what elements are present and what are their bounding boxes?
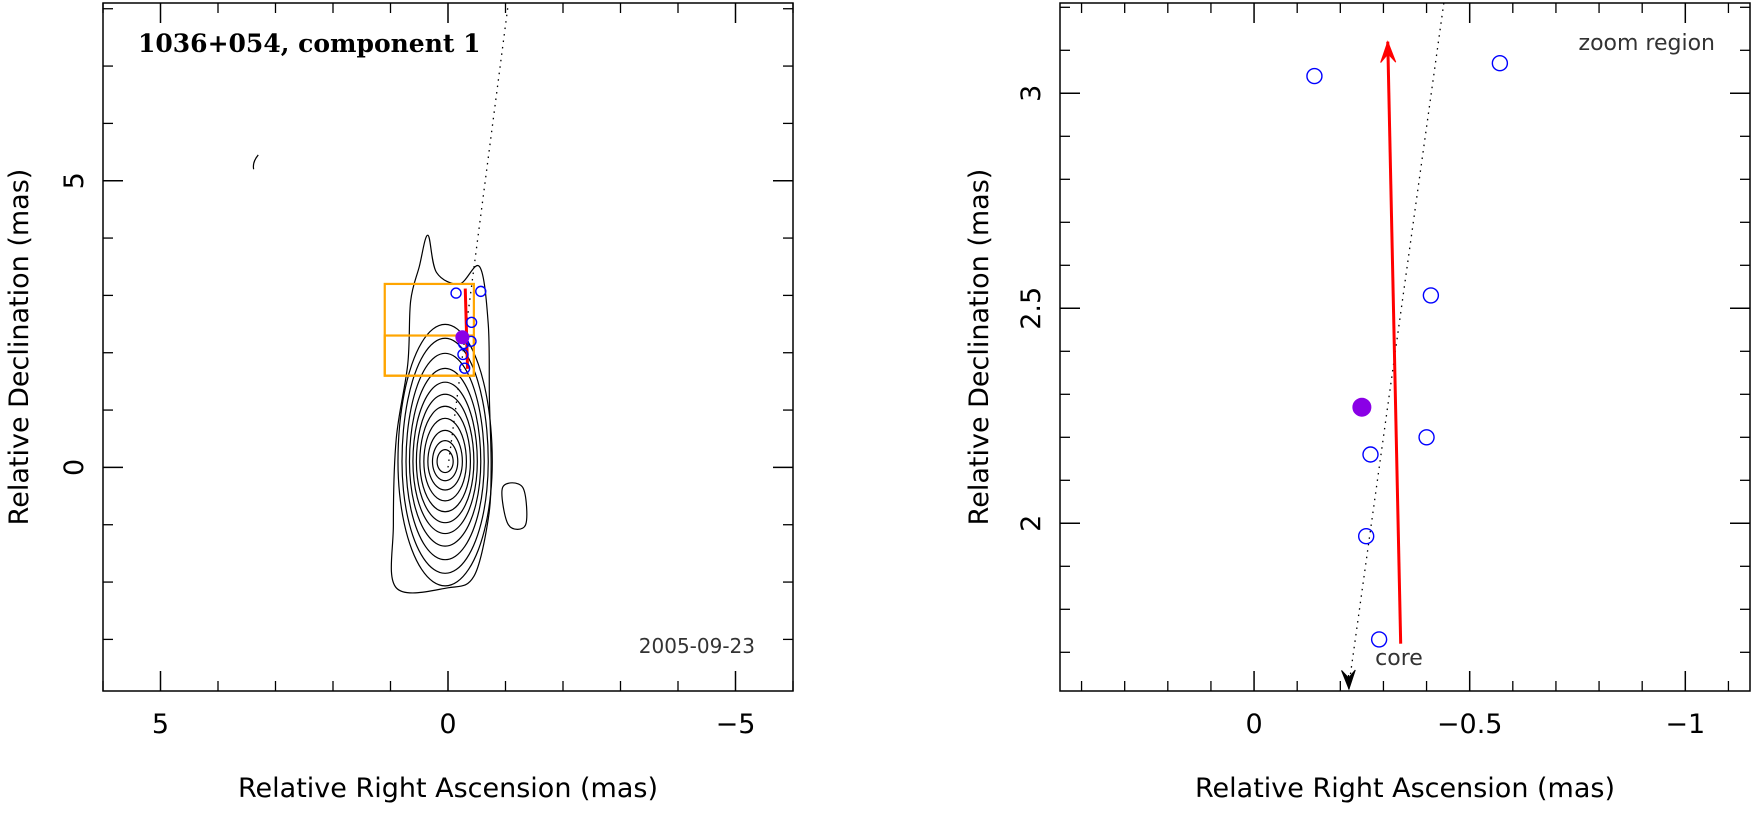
contour-line — [413, 382, 477, 533]
core-direction-arrow-head — [1342, 670, 1356, 689]
jet-component-marker — [1372, 632, 1387, 647]
observation-date: 2005-09-23 — [639, 634, 755, 658]
x-tick-label: 0 — [439, 709, 456, 740]
y-tick-label: 2 — [1016, 515, 1047, 532]
jet-component-marker — [1423, 288, 1438, 303]
x-tick-label: 5 — [152, 709, 169, 740]
jet-component-marker — [1363, 447, 1378, 462]
x-tick-label: −1 — [1665, 709, 1705, 740]
jet-component-marker — [1359, 529, 1374, 544]
right-x-axis-label: Relative Right Ascension (mas) — [1195, 773, 1615, 804]
core-label: core — [1375, 646, 1423, 671]
x-tick-label: −5 — [716, 709, 756, 740]
contour-line — [416, 394, 474, 522]
zoom-region-label: zoom region — [1579, 31, 1715, 56]
left-plot-title: 1036+054, component 1 — [138, 29, 481, 58]
x-tick-label: 0 — [1245, 709, 1262, 740]
left-ticks: 5 0 −5 0 5 — [59, 3, 793, 740]
jet-component-marker — [1307, 69, 1322, 84]
y-tick-label: 3 — [1016, 85, 1047, 102]
jet-direction-line — [448, 3, 508, 467]
motion-vector-arrow — [1388, 42, 1401, 644]
jet-direction-line — [1349, 3, 1444, 685]
left-x-axis-label: Relative Right Ascension (mas) — [238, 773, 658, 804]
tracked-component-marker — [1353, 398, 1371, 416]
y-tick-label: 0 — [59, 459, 90, 476]
left-y-axis-label: Relative Declination (mas) — [4, 169, 35, 526]
y-tick-label: 5 — [59, 172, 90, 189]
right-y-axis-label: Relative Declination (mas) — [964, 169, 995, 526]
right-ticks: 0 −0.5 −1 2 2.5 3 — [1016, 3, 1750, 740]
y-tick-label: 2.5 — [1016, 287, 1047, 330]
contour-blob — [502, 483, 527, 530]
jet-component-marker — [1492, 56, 1507, 71]
jet-component-marker — [467, 317, 477, 327]
contour-line — [406, 353, 484, 559]
jet-component-marker — [1419, 430, 1434, 445]
right-panel: 0 −0.5 −1 2 2.5 3 zoom region core Relative R… — [964, 3, 1750, 804]
x-tick-label: −0.5 — [1437, 709, 1503, 740]
jet-component-marker — [476, 286, 486, 296]
contour-line — [437, 450, 453, 473]
tracked-component-marker — [456, 331, 469, 344]
contour-line — [432, 441, 457, 481]
contour-map — [253, 155, 526, 593]
jet-component-marker — [451, 288, 461, 298]
right-plot-frame — [1060, 3, 1750, 691]
contour-line — [402, 338, 488, 573]
right-overlay — [1307, 3, 1507, 689]
contour-blob-small — [253, 155, 258, 169]
